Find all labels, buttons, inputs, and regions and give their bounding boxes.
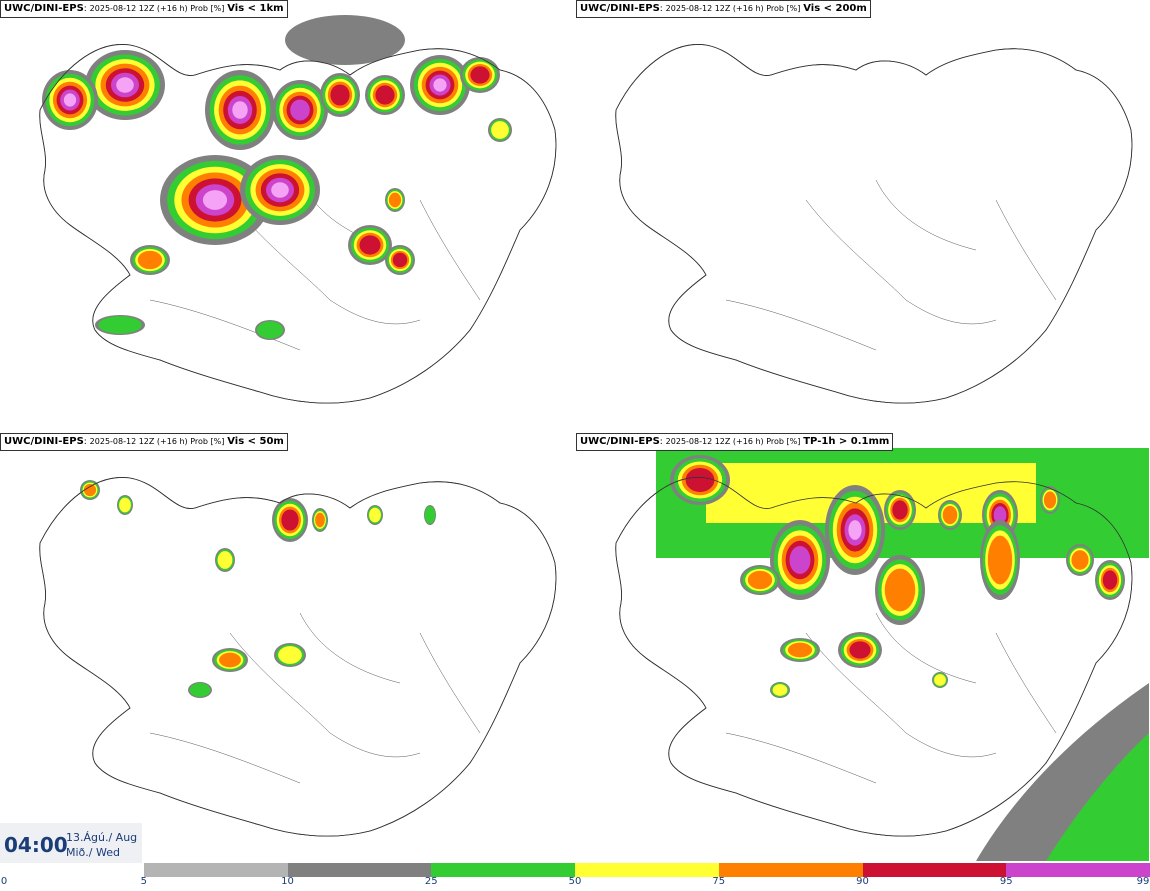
probability-blob xyxy=(849,641,871,659)
probability-blob xyxy=(1043,491,1057,509)
probability-blob xyxy=(63,93,77,107)
probability-map xyxy=(39,15,557,404)
colorbar-segment xyxy=(575,863,720,877)
probability-blob xyxy=(892,500,908,520)
valid-weekday: Mið./ Wed xyxy=(66,846,120,859)
roads xyxy=(725,612,1057,784)
probability-blob xyxy=(137,250,163,270)
colorbar-tick-label: 95 xyxy=(999,876,1013,887)
probability-blob xyxy=(685,468,715,492)
probability-blob xyxy=(285,15,405,65)
panel-title: UWC/DINI-EPS: 2025-08-12 12Z (+16 h) Pro… xyxy=(0,0,288,18)
colorbar-tick-label: 90 xyxy=(856,876,869,887)
valid-date: 13.Ágú./ Aug xyxy=(66,831,138,844)
map-panel-vis-1km: UWC/DINI-EPS: 2025-08-12 12Z (+16 h) Pro… xyxy=(0,0,573,428)
probability-blob xyxy=(119,497,131,513)
panel-title: UWC/DINI-EPS: 2025-08-12 12Z (+16 h) Pro… xyxy=(576,0,871,18)
probability-blob xyxy=(315,512,325,528)
probability-blob xyxy=(789,546,811,574)
probability-blob xyxy=(934,674,946,686)
probability-blob xyxy=(1071,550,1089,570)
probability-blob xyxy=(116,77,134,93)
colorbar-tick-label: 25 xyxy=(424,876,438,887)
coastline xyxy=(615,44,1133,404)
coastline xyxy=(615,477,1133,837)
probability-blob xyxy=(470,66,490,84)
probability-blob xyxy=(1102,570,1118,590)
probability-map xyxy=(615,448,1149,861)
colorbar-segment xyxy=(862,863,1007,877)
probability-blob xyxy=(202,190,228,210)
probability-blob xyxy=(219,652,241,668)
colorbar-segment xyxy=(0,863,145,877)
map-panel-vis-50m: UWC/DINI-EPS: 2025-08-12 12Z (+16 h) Pro… xyxy=(0,433,573,861)
probability-blob xyxy=(942,505,958,525)
colorbar-tick-label: 50 xyxy=(568,876,582,887)
coastline xyxy=(39,44,557,404)
colorbar-tick-label: 10 xyxy=(281,876,294,887)
valid-time-box xyxy=(0,823,142,863)
probability-map xyxy=(39,477,557,837)
probability-blob xyxy=(884,568,916,612)
probability-blob xyxy=(491,121,509,139)
colorbar-segment xyxy=(718,863,863,877)
roads xyxy=(149,179,481,351)
probability-blob xyxy=(369,507,381,523)
colorbar-tick-label: 99 xyxy=(1136,876,1150,887)
probability-blob xyxy=(787,642,813,658)
coastline xyxy=(39,477,557,837)
probability-blob xyxy=(424,506,436,524)
colorbar-segment xyxy=(1006,863,1150,877)
probability-colorbar xyxy=(0,863,1150,877)
roads xyxy=(149,612,481,784)
valid-time: 04:00 xyxy=(4,833,68,857)
probability-blob xyxy=(271,182,289,198)
probability-blob xyxy=(848,520,862,540)
probability-blob xyxy=(217,551,233,569)
colorbar-segment xyxy=(143,863,288,877)
probability-blob xyxy=(278,646,302,664)
probability-blob xyxy=(433,78,447,92)
precip-field xyxy=(1046,733,1149,861)
probability-blob xyxy=(359,235,381,255)
probability-blob xyxy=(98,316,142,334)
probability-blob xyxy=(330,84,350,106)
colorbar-tick-label: 75 xyxy=(712,876,726,887)
probability-map xyxy=(615,44,1133,404)
colorbar-segment xyxy=(431,863,576,877)
colorbar-segment xyxy=(287,863,432,877)
panel-title: UWC/DINI-EPS: 2025-08-12 12Z (+16 h) Pro… xyxy=(576,433,894,451)
probability-blob xyxy=(281,509,299,531)
panel-title: UWC/DINI-EPS: 2025-08-12 12Z (+16 h) Pro… xyxy=(0,433,288,451)
map-panel-vis-200m: UWC/DINI-EPS: 2025-08-12 12Z (+16 h) Pro… xyxy=(576,0,1149,428)
probability-blob xyxy=(256,321,284,339)
probability-blob xyxy=(189,683,211,697)
roads xyxy=(725,179,1057,351)
probability-blob xyxy=(83,483,97,497)
probability-blob xyxy=(388,192,402,208)
colorbar-tick-label: 5 xyxy=(140,876,147,887)
probability-blob xyxy=(987,535,1013,585)
colorbar-tick-label: 0 xyxy=(0,876,8,887)
map-panel-tp-1h: UWC/DINI-EPS: 2025-08-12 12Z (+16 h) Pro… xyxy=(576,433,1149,861)
probability-blob xyxy=(290,99,310,121)
probability-blob xyxy=(392,252,408,268)
probability-blob xyxy=(747,570,773,590)
probability-blob xyxy=(772,684,788,696)
probability-blob xyxy=(375,85,395,105)
probability-blob xyxy=(993,506,1007,524)
probability-blob xyxy=(232,101,248,119)
